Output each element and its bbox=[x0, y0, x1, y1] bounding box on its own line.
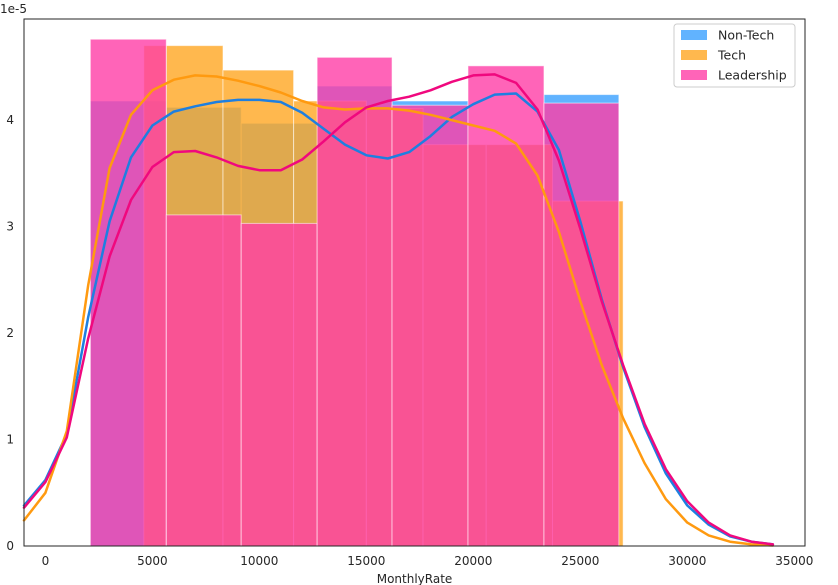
y-tick-label-3: 3 bbox=[6, 220, 14, 234]
y-tick-label-1: 1 bbox=[6, 433, 14, 447]
x-tick-label-10000: 10000 bbox=[240, 554, 278, 568]
legend-label-tech: Tech bbox=[717, 48, 746, 63]
bar-leadership-3 bbox=[316, 56, 393, 547]
kde-line-tech bbox=[22, 74, 775, 547]
x-tick-label-35000: 35000 bbox=[775, 554, 813, 568]
x-tick-label-20000: 20000 bbox=[454, 554, 492, 568]
histogram-bars bbox=[89, 38, 624, 547]
kde-line-leadership bbox=[22, 73, 775, 546]
bar-leadership-4 bbox=[391, 104, 469, 547]
x-tick-label-25000: 25000 bbox=[561, 554, 599, 568]
kde-curves bbox=[22, 73, 775, 547]
legend-label-non-tech: Non-Tech bbox=[718, 28, 774, 43]
y-tick-label-4: 4 bbox=[6, 113, 14, 127]
bar-leadership-5 bbox=[467, 65, 545, 547]
y-axis-offset-label: 1e-5 bbox=[0, 2, 27, 16]
bar-leadership-1 bbox=[165, 214, 242, 547]
y-tick-label-0: 0 bbox=[6, 539, 14, 553]
y-tick-label-2: 2 bbox=[6, 326, 14, 340]
legend-swatch-tech bbox=[681, 50, 707, 60]
x-tick-label-0: 0 bbox=[42, 554, 50, 568]
bar-leadership-2 bbox=[240, 222, 318, 547]
x-tick-label-30000: 30000 bbox=[668, 554, 706, 568]
plot-frame bbox=[23, 18, 806, 547]
legend: Non-Tech Tech Leadership bbox=[673, 23, 796, 88]
legend-swatch-non-tech bbox=[681, 30, 707, 40]
kde-line-non-tech bbox=[22, 92, 775, 546]
bar-leadership-6 bbox=[543, 102, 620, 547]
legend-label-leadership: Leadership bbox=[718, 68, 787, 83]
x-tick-label-15000: 15000 bbox=[347, 554, 385, 568]
x-tick-label-5000: 5000 bbox=[137, 554, 168, 568]
legend-swatch-leadership bbox=[681, 70, 707, 80]
bar-leadership-0 bbox=[89, 38, 167, 547]
x-axis-label: MonthlyRate bbox=[377, 572, 453, 585]
x-axis-ticks: 0 5000 10000 15000 20000 25000 30000 35000 bbox=[42, 554, 814, 568]
y-axis-ticks: 0 1 2 3 4 bbox=[6, 113, 14, 553]
